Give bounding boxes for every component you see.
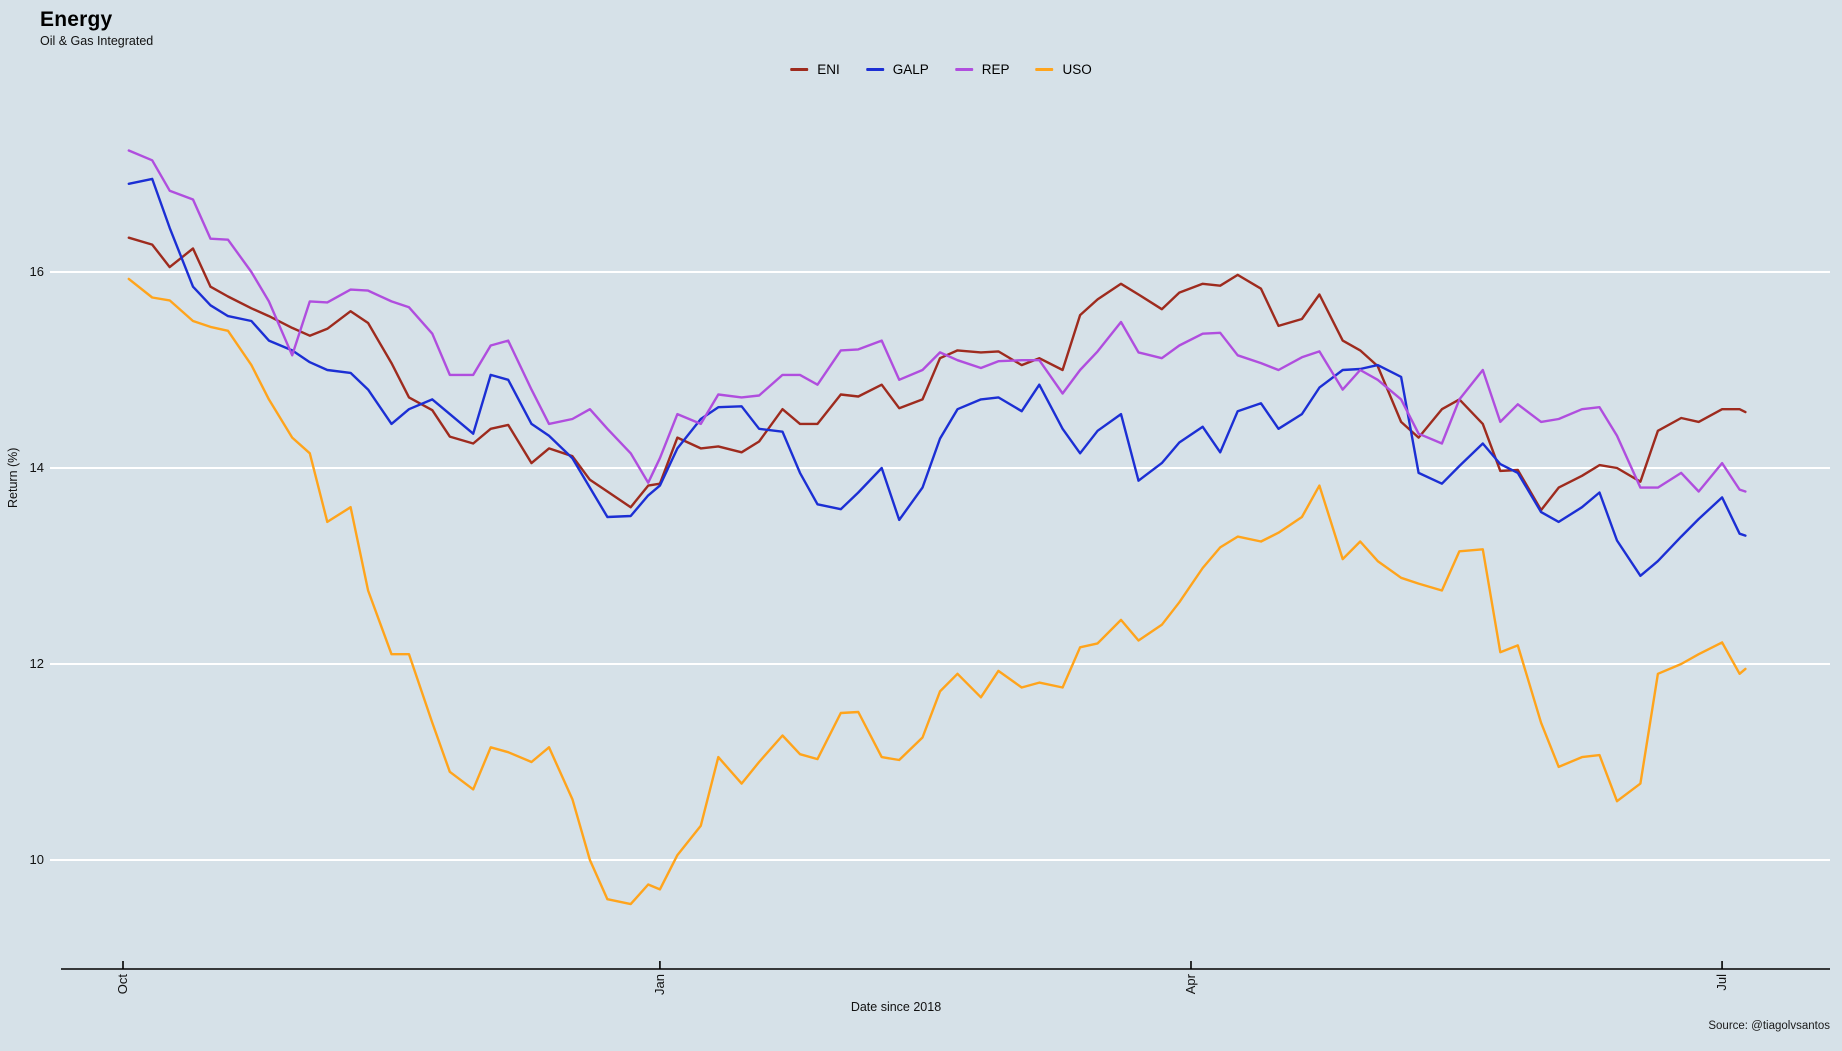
xtick-jan: Jan bbox=[651, 974, 667, 995]
x-axis-label: Date since 2018 bbox=[850, 1000, 942, 1014]
ytick-10: 10 bbox=[29, 852, 44, 867]
legend-label-eni: ENI bbox=[817, 62, 840, 77]
legend-swatch-rep bbox=[954, 68, 973, 71]
legend-label-rep: REP bbox=[981, 62, 1010, 77]
legend-swatch-eni bbox=[790, 68, 809, 71]
series-line-REP bbox=[127, 149, 1747, 493]
source-credit: Source: @tiagolvsantos bbox=[1708, 1020, 1830, 1032]
series-line-GALP bbox=[127, 177, 1747, 577]
legend-swatch-galp bbox=[865, 68, 884, 71]
series-line-ENI bbox=[127, 236, 1747, 512]
y-axis-label: Return (%) bbox=[6, 447, 20, 508]
legend-item-eni: ENI bbox=[790, 62, 840, 77]
xtick-apr: Apr bbox=[1182, 974, 1198, 995]
legend-swatch-uso bbox=[1035, 68, 1054, 71]
legend-item-uso: USO bbox=[1035, 62, 1092, 77]
legend-label-uso: USO bbox=[1062, 62, 1092, 77]
ytick-14: 14 bbox=[29, 460, 44, 475]
chart-title: Energy bbox=[40, 8, 113, 31]
legend-item-galp: GALP bbox=[865, 62, 929, 77]
chart-legend: ENI GALP REP USO bbox=[790, 62, 1092, 77]
xtick-oct: Oct bbox=[115, 974, 130, 995]
chart-subtitle: Oil & Gas Integrated bbox=[40, 34, 154, 48]
series-line-USO bbox=[127, 277, 1747, 906]
legend-item-rep: REP bbox=[954, 62, 1010, 77]
ytick-16: 16 bbox=[29, 264, 44, 279]
ytick-12: 12 bbox=[29, 656, 44, 671]
legend-label-galp: GALP bbox=[892, 62, 929, 77]
xtick-jul: Jul bbox=[1714, 974, 1730, 991]
